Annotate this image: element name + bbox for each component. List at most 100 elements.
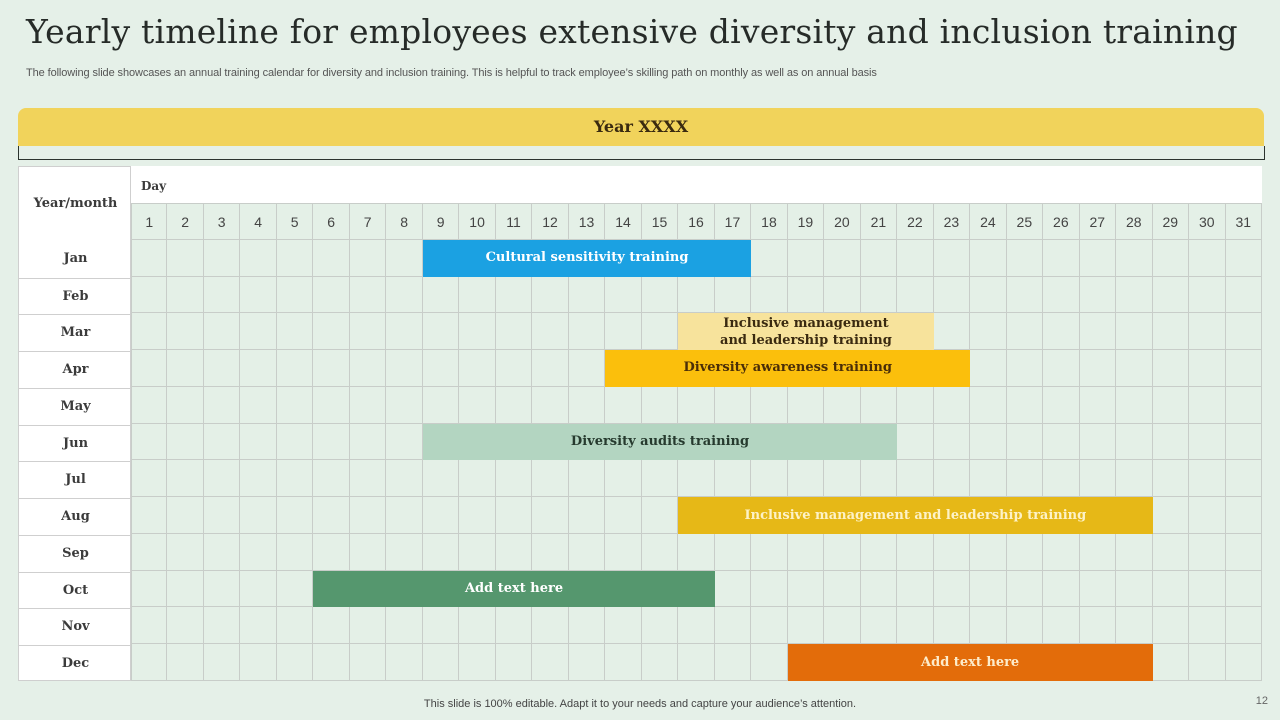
day-cell <box>313 497 350 534</box>
day-cell <box>1225 644 1262 681</box>
day-number-cell: 5 <box>276 203 314 240</box>
day-cell <box>641 533 679 571</box>
day-cell <box>131 497 168 534</box>
day-cell <box>459 276 496 314</box>
slide-title: Yearly timeline for employees extensive … <box>26 12 1238 51</box>
day-cell <box>131 644 168 681</box>
day-cell <box>1152 533 1190 571</box>
day-cell <box>641 644 679 681</box>
year-banner-frame <box>18 146 1265 160</box>
day-cell <box>1152 239 1190 277</box>
day-cell <box>532 644 569 681</box>
day-cell <box>678 607 715 645</box>
day-cell <box>1116 386 1153 424</box>
day-cell <box>1189 276 1226 314</box>
day-cell <box>897 276 934 314</box>
day-cell <box>568 533 606 571</box>
day-cell <box>349 644 387 681</box>
day-cell <box>386 607 423 645</box>
task-bar[interactable]: Cultural sensitivity training <box>422 239 752 277</box>
day-cell <box>751 644 788 681</box>
day-cell <box>970 423 1007 461</box>
day-cell <box>714 276 752 314</box>
day-cell <box>678 460 715 498</box>
day-cell <box>532 497 569 534</box>
day-cell <box>787 460 825 498</box>
day-cell <box>131 386 168 424</box>
day-cell <box>1152 460 1190 498</box>
day-cell <box>933 607 971 645</box>
task-bar[interactable]: Add text here <box>313 570 715 608</box>
day-cell <box>714 607 752 645</box>
day-cell <box>1006 313 1044 351</box>
day-cell <box>1079 607 1117 645</box>
day-cell <box>714 386 752 424</box>
task-bar[interactable]: Diversity audits training <box>422 423 898 461</box>
day-cell <box>1152 350 1190 387</box>
day-cell <box>970 313 1007 351</box>
day-cell <box>1225 533 1262 571</box>
day-cell <box>386 533 423 571</box>
day-cell <box>897 460 934 498</box>
day-cell <box>787 570 825 608</box>
day-cell <box>131 460 168 498</box>
day-cell <box>568 497 606 534</box>
day-cell <box>1079 533 1117 571</box>
day-cell <box>824 570 861 608</box>
day-cell <box>532 386 569 424</box>
task-bar[interactable]: Inclusive management and leadership trai… <box>678 313 934 351</box>
day-cell <box>167 423 204 461</box>
month-label-jul: Jul <box>19 461 132 498</box>
day-cell <box>276 239 314 277</box>
day-cell <box>131 276 168 314</box>
day-cell <box>1225 607 1262 645</box>
day-cell <box>386 239 423 277</box>
day-cell <box>897 239 934 277</box>
day-cell <box>349 350 387 387</box>
task-bar[interactable]: Diversity awareness training <box>605 350 971 387</box>
month-label-sep: Sep <box>19 534 132 572</box>
day-cell <box>349 607 387 645</box>
day-cell <box>313 460 350 498</box>
day-number-cell: 31 <box>1225 203 1262 240</box>
day-cell <box>240 239 277 277</box>
day-number-cell: 4 <box>240 203 277 240</box>
month-label-feb: Feb <box>19 277 132 315</box>
day-number-cell: 21 <box>860 203 898 240</box>
day-cell <box>1043 423 1080 461</box>
day-cell <box>422 607 460 645</box>
day-cell <box>532 276 569 314</box>
day-cell <box>787 607 825 645</box>
task-bar[interactable]: Add text here <box>787 644 1153 681</box>
day-cell <box>641 276 679 314</box>
day-cell <box>203 644 241 681</box>
task-bar[interactable]: Inclusive management and leadership trai… <box>678 497 1153 534</box>
day-cell <box>787 276 825 314</box>
day-cell <box>970 239 1007 277</box>
day-cell <box>678 644 715 681</box>
task-label: Add text here <box>921 654 1020 670</box>
day-cell <box>751 386 788 424</box>
day-cell <box>240 350 277 387</box>
day-cell <box>495 644 533 681</box>
day-cell <box>1189 607 1226 645</box>
day-cell <box>678 533 715 571</box>
day-cell <box>860 533 898 571</box>
month-label-apr: Apr <box>19 351 132 388</box>
day-cell <box>1152 497 1190 534</box>
day-cell <box>714 570 752 608</box>
day-cell <box>495 276 533 314</box>
day-cell <box>276 607 314 645</box>
day-cell <box>313 644 350 681</box>
day-cell <box>568 386 606 424</box>
month-label-jan: Jan <box>63 250 88 266</box>
day-cells: 1 2 3 4 5 6 7 8 9 10 11 12 13 14 15 16 17 18 19 20 21 22 23 24 2… <box>131 203 1262 681</box>
day-cell <box>605 460 642 498</box>
day-cell <box>1189 423 1226 461</box>
task-label: Inclusive management and leadership trai… <box>744 507 1087 523</box>
day-number-cell: 13 <box>568 203 606 240</box>
day-cell <box>167 276 204 314</box>
day-cell <box>751 533 788 571</box>
day-cell <box>131 570 168 608</box>
day-cell <box>714 533 752 571</box>
